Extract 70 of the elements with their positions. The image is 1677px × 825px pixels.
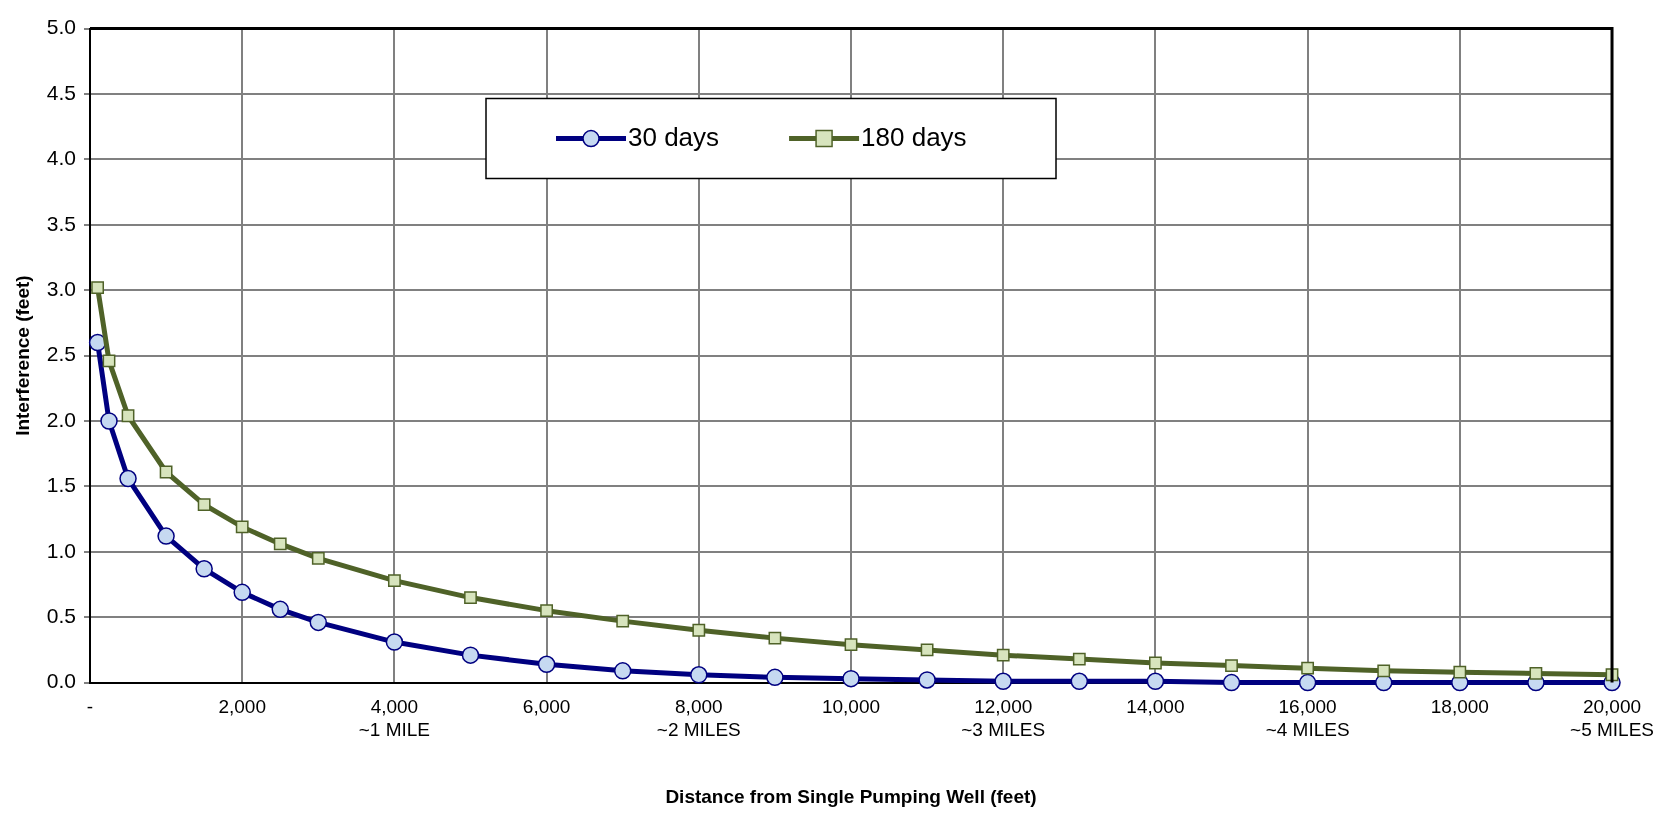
- point: [994, 672, 1012, 691]
- x-tick-label: 12,000 ~3 MILES: [961, 696, 1046, 741]
- point: [195, 560, 213, 578]
- x-tick-label: 18,000: [1430, 696, 1489, 718]
- y-tick-label: 2.0: [46, 407, 76, 431]
- point: [920, 643, 934, 657]
- point: [1298, 673, 1317, 692]
- point: [766, 668, 784, 687]
- point: [537, 655, 556, 674]
- y-tick-label: 5.0: [46, 15, 76, 39]
- point: [1149, 656, 1162, 670]
- point: [464, 591, 477, 604]
- point: [1301, 661, 1315, 675]
- point: [692, 623, 706, 637]
- point: [311, 551, 325, 565]
- point: [121, 409, 135, 423]
- point: [1070, 672, 1089, 691]
- point: [1453, 665, 1467, 679]
- point: [1377, 664, 1391, 678]
- y-tick-label: 0.0: [46, 669, 76, 693]
- y-tick-label: 1.0: [46, 538, 76, 562]
- y-axis-title: Interference (feet): [11, 275, 33, 436]
- x-tick-label: 8,000 ~2 MILES: [656, 696, 741, 741]
- y-tick-label: 3.0: [46, 277, 76, 300]
- point: [918, 671, 936, 689]
- legend-label: 30 days: [628, 121, 720, 152]
- point: [1222, 673, 1241, 692]
- point: [461, 646, 480, 664]
- y-tick-label: 0.5: [46, 604, 76, 627]
- point: [387, 574, 401, 587]
- x-tick-label: 20,000 ~5 MILES: [1570, 696, 1654, 741]
- legend-label: 180 days: [861, 121, 967, 152]
- point: [616, 614, 630, 628]
- point: [1072, 652, 1086, 666]
- point: [1225, 659, 1238, 672]
- point: [233, 583, 251, 602]
- x-axis-title: Distance from Single Pumping Well (feet): [665, 785, 1037, 807]
- point: [271, 600, 289, 619]
- y-tick-label: 3.5: [46, 211, 76, 235]
- x-tick-label: -: [86, 696, 94, 718]
- point: [540, 604, 554, 618]
- point: [157, 527, 175, 545]
- point: [100, 412, 118, 430]
- x-tick-label: 4,000 ~1 MILE: [358, 696, 431, 741]
- y-tick-label: 4.5: [46, 80, 76, 104]
- point: [842, 669, 860, 688]
- point: [309, 613, 328, 632]
- x-tick-label: 10,000: [821, 696, 881, 718]
- point: [613, 662, 632, 680]
- point: [102, 354, 116, 368]
- point: [690, 666, 708, 684]
- point: [91, 281, 105, 294]
- x-tick-label: 2,000: [218, 696, 266, 718]
- x-tick-label: 16,000 ~4 MILES: [1265, 696, 1350, 741]
- point: [768, 631, 782, 645]
- point: [273, 537, 287, 551]
- x-tick-label: 14,000: [1126, 696, 1185, 718]
- point: [119, 469, 137, 488]
- y-tick-label: 4.0: [46, 146, 76, 170]
- point: [844, 638, 858, 652]
- point: [1146, 672, 1165, 691]
- point: [385, 633, 404, 651]
- point: [159, 465, 173, 479]
- point: [996, 648, 1010, 662]
- point: [1529, 667, 1543, 680]
- point: [197, 498, 211, 512]
- x-tick-label: 6,000: [522, 696, 571, 718]
- point: [235, 520, 249, 534]
- y-tick-label: 1.5: [46, 473, 76, 497]
- y-tick-label: 2.5: [46, 342, 76, 366]
